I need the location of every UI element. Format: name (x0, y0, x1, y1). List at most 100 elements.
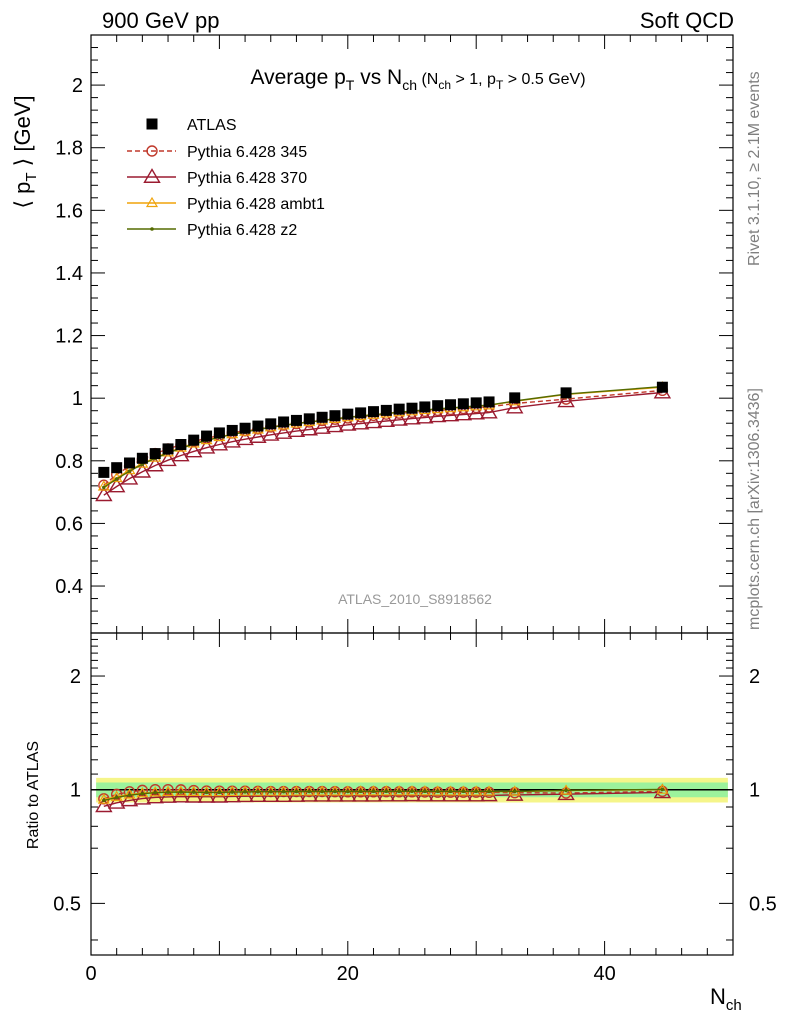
main-ytick-label: 1.8 (55, 138, 83, 160)
main-ytick-label: 1.6 (55, 200, 83, 222)
main-point-atlas (162, 443, 174, 455)
ratio-point-ambt1 (316, 785, 329, 796)
main-point-p370 (416, 408, 434, 424)
ratio-point-ambt1 (367, 785, 380, 796)
legend-label-p345: Pythia 6.428 345 (187, 144, 307, 161)
ratio-point-z2 (179, 790, 183, 794)
main-point-p370 (377, 412, 396, 427)
main-point-p370 (236, 430, 254, 446)
main-point-atlas (98, 466, 110, 478)
legend-marker-atlas (146, 118, 158, 130)
ratio-point-p370 (107, 793, 126, 809)
main-point-atlas (188, 434, 200, 446)
main-point-p370 (249, 428, 267, 443)
legend-marker-p370 (143, 168, 161, 183)
ratio-point-z2 (487, 789, 491, 794)
legend-marker-ambt1 (145, 196, 159, 208)
main-point-p370 (210, 435, 229, 451)
ratio-point-ambt1 (200, 786, 213, 797)
ratio-point-z2 (294, 789, 299, 794)
ratio-point-p345 (656, 785, 669, 798)
main-point-p370 (403, 409, 421, 425)
ratio-point-z2 (410, 789, 414, 793)
ratio-ytick-label-right: 1 (749, 780, 760, 802)
ratio-point-z2 (461, 789, 466, 794)
axes-frame (90, 34, 734, 956)
main-point-atlas (457, 398, 469, 410)
main-point-p370 (364, 413, 383, 429)
xlabel: Nch (710, 984, 742, 1014)
main-point-p370 (197, 438, 216, 454)
ratio-point-z2 (346, 789, 350, 794)
ratio-point-p370 (120, 791, 139, 807)
ratio-line-p370 (103, 791, 663, 807)
main-point-atlas (329, 410, 341, 422)
main-point-p370 (107, 477, 126, 493)
main-point-p370 (262, 425, 280, 441)
main-ytick-label: 1.4 (55, 263, 83, 285)
main-point-atlas (226, 424, 238, 436)
ratio-point-ambt1 (251, 785, 264, 796)
main-point-p370 (95, 486, 113, 502)
main-ytick-label: 0.4 (55, 576, 83, 598)
ratio-point-z2 (114, 795, 119, 800)
ratio-point-z2 (191, 790, 196, 794)
ratio-point-p370 (480, 786, 498, 802)
main-point-atlas (213, 427, 225, 439)
main-point-atlas (239, 422, 251, 434)
ratio-point-ambt1 (341, 785, 354, 796)
main-point-p370 (390, 410, 408, 426)
ratio-point-ambt1 (213, 786, 226, 797)
ratio-plot-frame (90, 632, 734, 956)
main-point-p370 (351, 414, 370, 430)
main-ytick-label: 2 (72, 75, 83, 97)
ratio-point-z2 (102, 798, 106, 803)
main-point-p370 (133, 462, 152, 478)
main-point-atlas (470, 397, 482, 409)
ratio-point-p370 (95, 797, 113, 813)
ratio-series-z2 (102, 787, 665, 803)
main-line-z2 (103, 385, 663, 488)
main-point-p370 (326, 417, 344, 433)
ratio-point-z2 (243, 790, 247, 794)
ratio-xtick-label: 40 (593, 963, 615, 985)
main-point-atlas (278, 416, 290, 428)
ratio-point-z2 (140, 791, 145, 796)
legend: ATLAS Pythia 6.428 345 Pythia 6.428 370 Pyt… (127, 117, 325, 239)
main-point-p370 (146, 456, 164, 472)
legend-entry-ambt1: Pythia 6.428 ambt1 (127, 196, 325, 213)
main-point-p370 (454, 405, 473, 421)
ratio-point-ambt1 (393, 785, 406, 796)
ratio-point-z2 (384, 789, 389, 794)
ratio-xtick-label: 0 (85, 963, 96, 985)
ratio-point-z2 (448, 789, 453, 794)
main-point-atlas (316, 411, 328, 423)
ratio-point-ambt1 (277, 785, 290, 796)
ratio-point-ambt1 (303, 785, 316, 796)
main-line-p345 (103, 389, 663, 486)
ratio-point-ambt1 (136, 787, 149, 798)
legend-entry-p370: Pythia 6.428 370 (127, 168, 307, 187)
main-series-ambt1 (97, 381, 669, 491)
main-point-atlas (483, 396, 495, 408)
ratio-point-z2 (230, 790, 235, 794)
main-point-p370 (441, 406, 460, 422)
main-point-atlas (445, 399, 457, 411)
ratio-point-ambt1 (264, 785, 277, 796)
ratio-point-ambt1 (290, 785, 303, 796)
main-point-atlas (656, 381, 668, 393)
main-point-atlas (136, 452, 148, 464)
ratio-point-z2 (371, 789, 376, 794)
ratio-point-ambt1 (239, 785, 252, 796)
ratio-point-z2 (333, 789, 337, 794)
plot-data (91, 381, 733, 813)
ratio-point-z2 (204, 790, 209, 795)
main-ytick-label: 0.8 (55, 451, 83, 473)
ratio-point-ambt1 (226, 785, 239, 796)
ratio-ylabel: Ratio to ATLAS (25, 741, 42, 849)
main-point-p370 (428, 407, 447, 423)
main-point-atlas (560, 387, 572, 399)
ratio-point-z2 (268, 789, 273, 794)
ratio-point-z2 (423, 789, 427, 794)
